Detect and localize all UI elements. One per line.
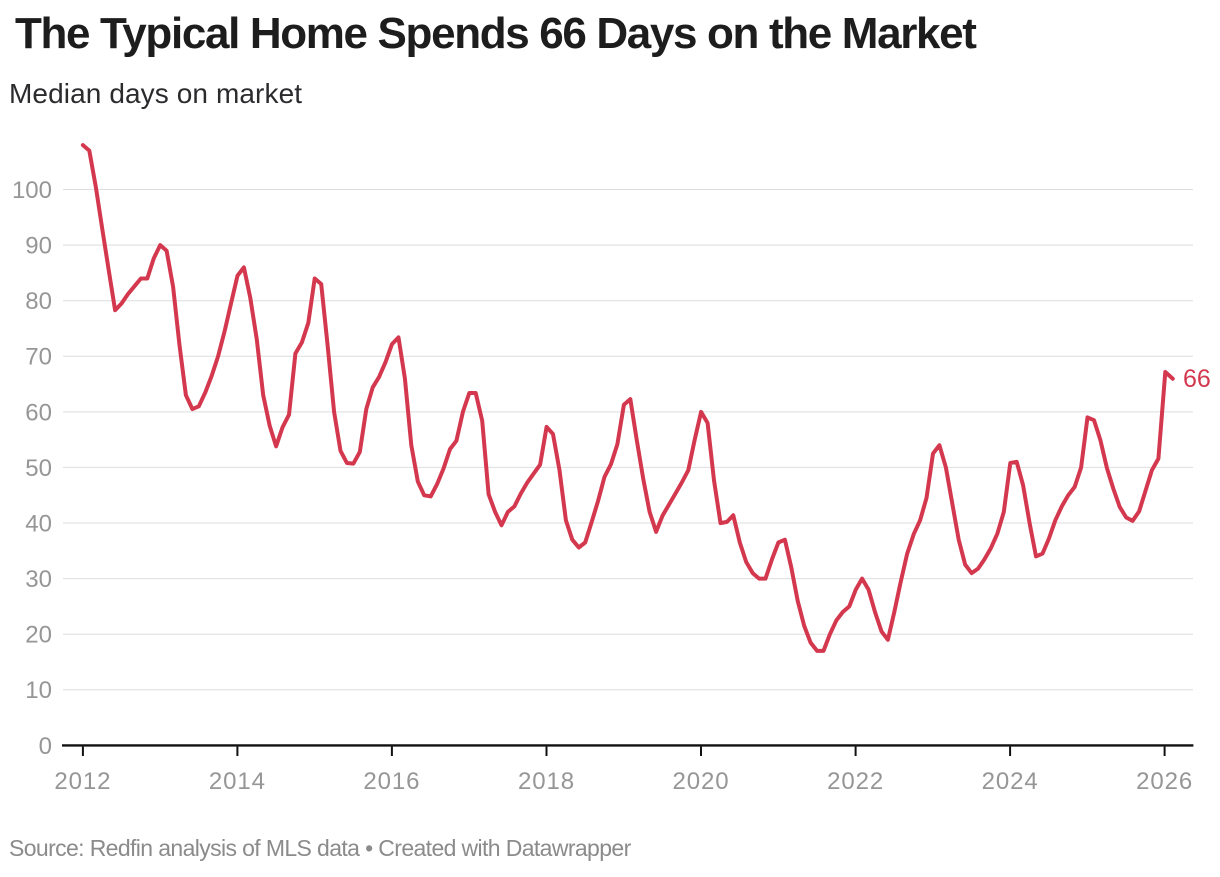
svg-text:40: 40 bbox=[25, 510, 52, 537]
svg-text:Median days on market: Median days on market bbox=[9, 78, 302, 109]
svg-text:30: 30 bbox=[25, 566, 52, 593]
svg-text:90: 90 bbox=[25, 233, 52, 260]
svg-text:60: 60 bbox=[25, 399, 52, 426]
svg-text:The Typical Home Spends 66 Day: The Typical Home Spends 66 Days on the M… bbox=[15, 9, 977, 58]
svg-text:2012: 2012 bbox=[54, 768, 111, 795]
svg-text:2026: 2026 bbox=[1136, 768, 1193, 795]
svg-text:50: 50 bbox=[25, 455, 52, 482]
svg-text:Source: Redfin analysis of MLS: Source: Redfin analysis of MLS data • Cr… bbox=[9, 835, 632, 861]
svg-text:2020: 2020 bbox=[673, 768, 730, 795]
svg-text:2018: 2018 bbox=[518, 768, 575, 795]
svg-text:2024: 2024 bbox=[982, 768, 1039, 795]
svg-text:2022: 2022 bbox=[827, 768, 884, 795]
svg-text:66: 66 bbox=[1183, 365, 1211, 393]
svg-text:80: 80 bbox=[25, 288, 52, 315]
svg-text:2014: 2014 bbox=[209, 768, 266, 795]
svg-text:10: 10 bbox=[25, 677, 52, 704]
svg-text:70: 70 bbox=[25, 344, 52, 371]
svg-text:100: 100 bbox=[12, 177, 52, 204]
svg-text:20: 20 bbox=[25, 622, 52, 649]
svg-text:0: 0 bbox=[39, 733, 52, 760]
svg-text:2016: 2016 bbox=[363, 768, 420, 795]
